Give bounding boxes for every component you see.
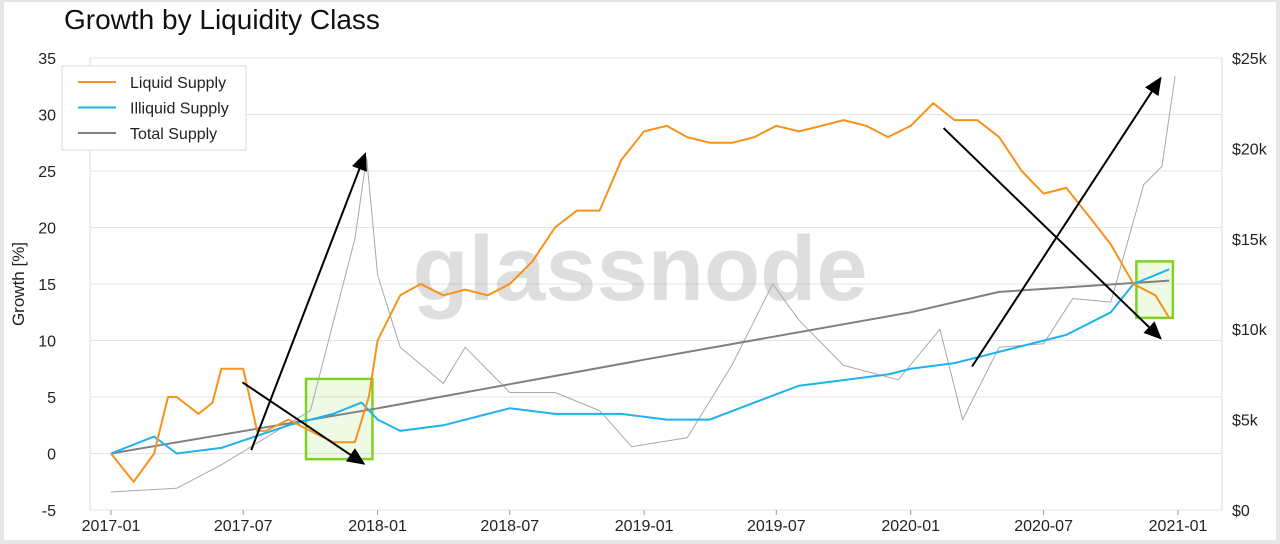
y2-tick-label: $25k bbox=[1232, 51, 1268, 68]
series-line-illiquid-supply bbox=[110, 268, 1170, 455]
y-tick-label: -5 bbox=[42, 503, 56, 520]
chart-title: Growth by Liquidity Class bbox=[64, 4, 380, 35]
x-tick-label: 2017-01 bbox=[82, 518, 141, 535]
legend: Liquid Supply Illiquid Supply Total Supply bbox=[61, 65, 247, 151]
legend-label: Illiquid Supply bbox=[130, 101, 229, 118]
y-tick-label: 20 bbox=[38, 221, 56, 238]
y-tick-label: 0 bbox=[47, 447, 56, 464]
x-tick-label: 2020-01 bbox=[881, 518, 940, 535]
y2-tick-label: $15k bbox=[1232, 232, 1268, 249]
y2-tick-label: $10k bbox=[1232, 322, 1268, 339]
y2-tick-label: $0 bbox=[1232, 503, 1250, 520]
x-tick-label: 2020-07 bbox=[1014, 518, 1073, 535]
x-tick-label: 2019-01 bbox=[615, 518, 674, 535]
y-tick-label: 35 bbox=[38, 51, 56, 68]
y-axis-label: Growth [%] bbox=[9, 242, 28, 326]
y2-tick-label: $20k bbox=[1232, 141, 1268, 158]
y-tick-label: 10 bbox=[38, 334, 56, 351]
series-line-liquid-supply bbox=[110, 102, 1171, 483]
watermark: glassnode bbox=[412, 218, 867, 320]
legend-label: Liquid Supply bbox=[130, 75, 226, 92]
x-tick-label: 2017-07 bbox=[214, 518, 273, 535]
y-tick-label: 5 bbox=[47, 390, 56, 407]
annotation-arrow bbox=[942, 127, 1162, 340]
legend-label: Total Supply bbox=[130, 126, 217, 143]
x-tick-label: 2018-07 bbox=[480, 518, 539, 535]
x-tick-label: 2021-01 bbox=[1149, 518, 1208, 535]
x-tick-label: 2018-01 bbox=[348, 518, 407, 535]
y-tick-label: 15 bbox=[38, 277, 56, 294]
annotation-arrow bbox=[971, 76, 1162, 368]
x-tick-label: 2019-07 bbox=[747, 518, 806, 535]
series-line-total-supply bbox=[110, 279, 1170, 455]
annotation-arrow bbox=[241, 381, 366, 465]
y-tick-label: 30 bbox=[38, 108, 56, 125]
series-line-price bbox=[110, 76, 1176, 493]
y2-tick-label: $5k bbox=[1232, 413, 1259, 430]
y-tick-label: 25 bbox=[38, 164, 56, 181]
